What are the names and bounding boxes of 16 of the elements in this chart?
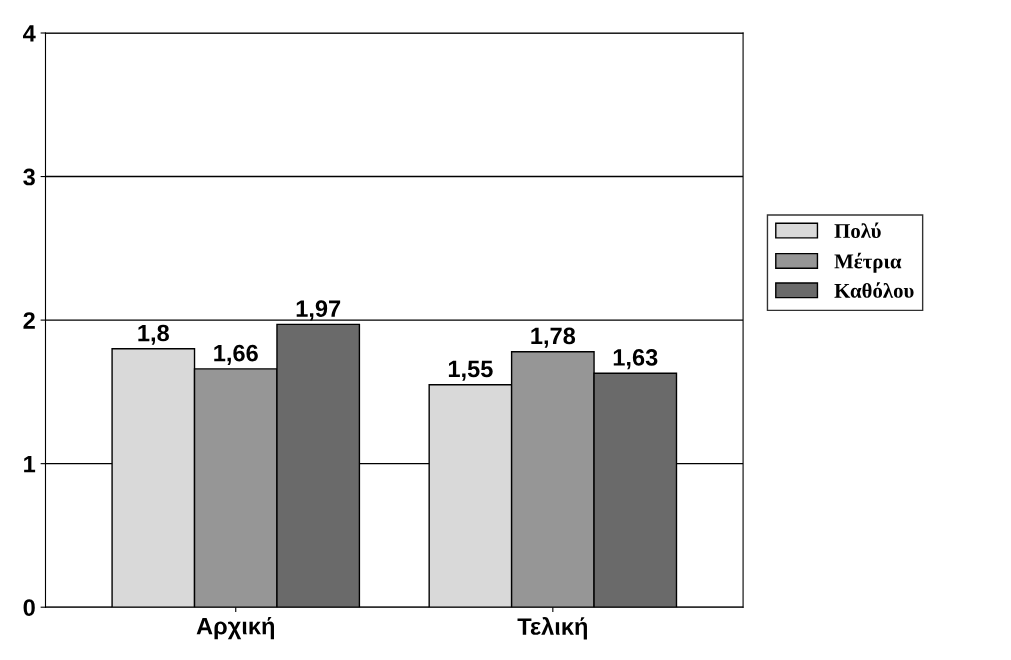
- x-tick-label: Αρχική: [196, 616, 274, 640]
- data-label: 1,97: [296, 300, 341, 321]
- legend-label: Πολύ: [834, 222, 881, 239]
- y-tick-label: 3: [23, 168, 35, 186]
- data-label: 1,66: [214, 344, 258, 365]
- y-tick-label: 1: [24, 455, 36, 473]
- data-label: 1,63: [613, 349, 658, 370]
- legend-label: Μέτρια: [834, 252, 902, 273]
- y-tick-label: 0: [23, 599, 35, 616]
- x-tick-label: Τελική: [517, 616, 587, 640]
- y-tick-label: 2: [23, 312, 35, 329]
- y-tick-label: 4: [23, 25, 36, 42]
- legend-label: Καθόλου: [834, 282, 914, 298]
- data-label: 1,78: [531, 327, 576, 348]
- data-label: 1,55: [448, 360, 493, 381]
- data-label: 1,8: [138, 324, 169, 345]
